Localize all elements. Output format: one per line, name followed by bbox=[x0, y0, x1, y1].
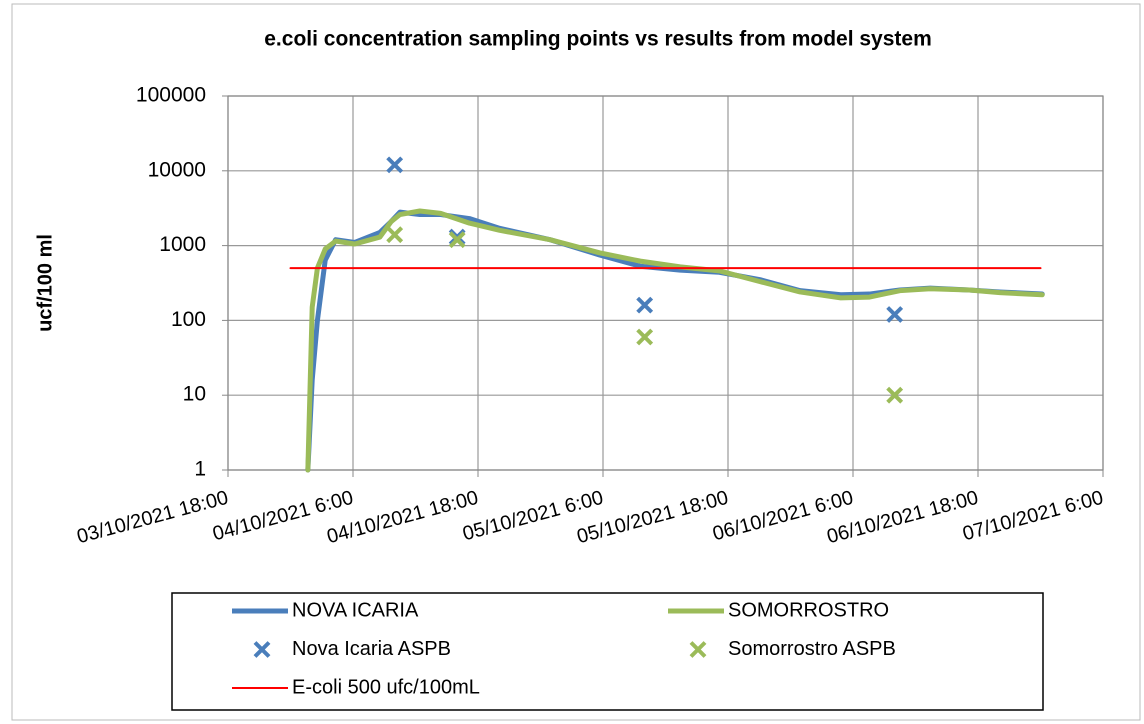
data-point bbox=[636, 328, 654, 346]
legend-marker bbox=[689, 641, 707, 658]
y-tick-label: 1000 bbox=[159, 233, 206, 256]
chart-title: e.coli concentration sampling points vs … bbox=[264, 28, 932, 51]
legend-label: Somorrostro ASPB bbox=[728, 638, 896, 660]
y-axis-label: ucf/100 ml bbox=[34, 234, 56, 332]
legend-label: SOMORROSTRO bbox=[728, 599, 889, 621]
y-tick-label: 100000 bbox=[136, 84, 206, 107]
legend-label: NOVA ICARIA bbox=[292, 599, 419, 621]
plot-area bbox=[227, 95, 1104, 471]
y-tick-label: 10000 bbox=[148, 158, 206, 181]
legend-label: E-coli 500 ufc/100mL bbox=[292, 676, 480, 698]
series-line bbox=[305, 208, 1045, 473]
data-point bbox=[886, 306, 904, 323]
y-tick-label: 1 bbox=[194, 458, 206, 481]
legend-label: Nova Icaria ASPB bbox=[292, 638, 451, 660]
legend-marker bbox=[253, 641, 271, 658]
data-point bbox=[386, 156, 404, 174]
data-point bbox=[386, 226, 404, 244]
data-point bbox=[886, 386, 904, 404]
data-point bbox=[448, 231, 466, 249]
y-tick-label: 10 bbox=[183, 383, 206, 406]
data-point bbox=[636, 296, 654, 314]
y-tick-label: 100 bbox=[171, 308, 206, 331]
legend bbox=[171, 592, 1044, 711]
